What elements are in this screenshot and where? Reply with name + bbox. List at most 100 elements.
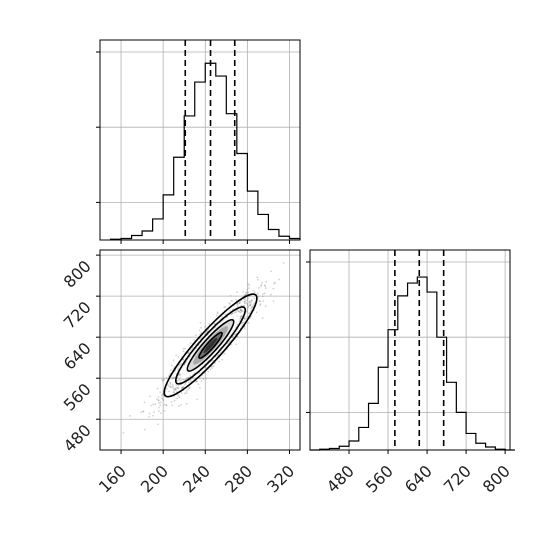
scatter-point [264,284,267,287]
scatter-point [200,380,203,382]
scatter-point [160,412,162,415]
scatter-point [230,299,233,302]
scatter-point [142,410,144,413]
scatter-point [156,387,159,390]
scatter-point [176,379,179,382]
scatter-point [263,284,266,287]
scatter-point [229,303,231,305]
scatter-point [188,386,191,389]
scatter-point [247,321,250,324]
scatter-point [157,396,160,398]
scatter-point [158,406,161,409]
scatter-point [178,374,180,376]
scatter-point [224,313,227,316]
scatter-point [187,376,190,379]
scatter-point [249,303,252,306]
scatter-point [261,295,264,298]
scatter-point [199,386,201,389]
scatter-point [246,306,249,309]
scatter-point [157,399,160,402]
tick-label: 280 [221,461,256,496]
scatter-point [165,377,168,379]
scatter-point [177,367,179,370]
scatter-point [232,308,235,310]
scatter-point [183,378,186,381]
scatter-point [196,398,199,401]
scatter-point [242,291,244,293]
scatter-point [171,377,174,380]
scatter-point [187,381,190,384]
scatter-point [180,391,183,394]
scatter-point [176,393,179,396]
scatter-point [189,342,192,345]
scatter-point [176,386,179,389]
scatter-point [209,368,212,371]
scatter-point [183,392,186,395]
scatter-point [182,347,185,350]
scatter-point [176,397,179,400]
histogram-steps [310,276,515,451]
scatter-point [167,384,170,386]
density-contour [198,331,223,360]
scatter-point [282,262,285,264]
scatter-point [182,350,185,353]
scatter-point [152,414,155,417]
density-fill [203,337,218,354]
scatter-point [246,303,249,306]
scatter-point [163,403,166,406]
scatter-point [256,278,259,281]
scatter-point [200,326,202,329]
scatter-point [218,360,221,363]
scatter-point [155,398,158,401]
scatter-point [157,423,159,426]
scatter-point [248,300,251,303]
scatter-point [177,387,180,390]
scatter-point [169,372,171,375]
scatter-point [169,369,172,371]
scatter-point [164,390,167,393]
tick-label: 560 [60,380,95,415]
scatter-point [243,298,246,301]
scatter-point [273,281,276,284]
scatter-point [165,404,168,407]
scatter-point [162,378,165,380]
scatter-point [233,333,236,336]
scatter-point [273,282,276,285]
tick-label: 480 [323,461,358,496]
scatter-point [198,329,201,332]
scatter-point [264,287,267,290]
scatter-point [165,404,168,407]
scatter-point [160,394,163,397]
scatter-point [235,343,238,346]
scatter-point [241,324,244,327]
scatter-point [216,354,219,357]
scatter-point [247,297,250,300]
scatter-point [246,296,249,298]
scatter-point [144,428,146,431]
scatter-point [211,367,213,370]
scatter-point [175,372,178,375]
scatter-point [163,409,166,412]
scatter-point [177,395,180,397]
scatter-point [177,356,180,358]
scatter-point [179,381,181,384]
joint-scatter-panel: 160 200 240 280 320 480 560 640 720 800 [60,249,301,496]
scatter-point [243,301,246,304]
scatter-point [172,359,175,362]
scatter-point [243,304,246,307]
scatter-point [215,314,218,317]
scatter-point [247,306,250,308]
tick-label: 480 [60,421,95,456]
scatter-point [244,302,247,305]
scatter-point [175,384,178,386]
scatter-point [259,303,262,306]
scatter-point [241,309,243,311]
scatter-point [247,282,250,285]
tick-label: 560 [362,461,397,496]
scatter-point [245,292,248,294]
tick-label: 720 [440,461,475,496]
scatter-point [172,390,175,393]
scatter-point [228,341,231,343]
scatter-point [182,385,185,388]
histogram-y-panel: 480 560 640 720 800 [306,249,515,496]
